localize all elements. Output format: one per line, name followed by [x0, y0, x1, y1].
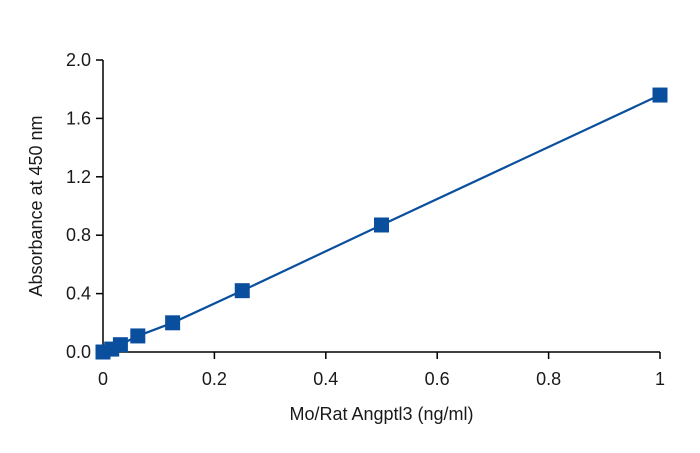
- y-tick-label: 0.4: [66, 284, 91, 304]
- x-tick-label: 0.2: [202, 369, 227, 389]
- data-point-marker: [234, 283, 250, 299]
- x-tick-label: 0.8: [536, 369, 561, 389]
- data-point-marker: [374, 217, 389, 233]
- data-point-marker: [112, 337, 128, 353]
- data-point-marker: [130, 328, 146, 344]
- x-tick-label: 0.4: [313, 369, 338, 389]
- x-ticks: 0 0.2 0.4 0.6 0.8 1: [98, 352, 665, 389]
- y-tick-label: 1.2: [66, 167, 91, 187]
- y-tick-label: 1.6: [66, 108, 91, 128]
- y-ticks: 0.0 0.4 0.8 1.2 1.6 2.0: [66, 50, 103, 362]
- data-point-marker: [652, 87, 668, 103]
- x-tick-label: 1: [655, 369, 665, 389]
- y-axis-title: Absorbance at 450 nm: [26, 115, 46, 296]
- y-tick-label: 0.0: [66, 342, 91, 362]
- data-point-marker: [165, 315, 181, 331]
- series-layer: [95, 87, 668, 360]
- y-tick-label: 0.8: [66, 225, 91, 245]
- x-axis-title: Mo/Rat Angptl3 (ng/ml): [289, 404, 473, 424]
- axes: [102, 60, 660, 353]
- x-tick-label: 0: [98, 369, 108, 389]
- y-tick-label: 2.0: [66, 50, 91, 70]
- x-tick-label: 0.6: [425, 369, 450, 389]
